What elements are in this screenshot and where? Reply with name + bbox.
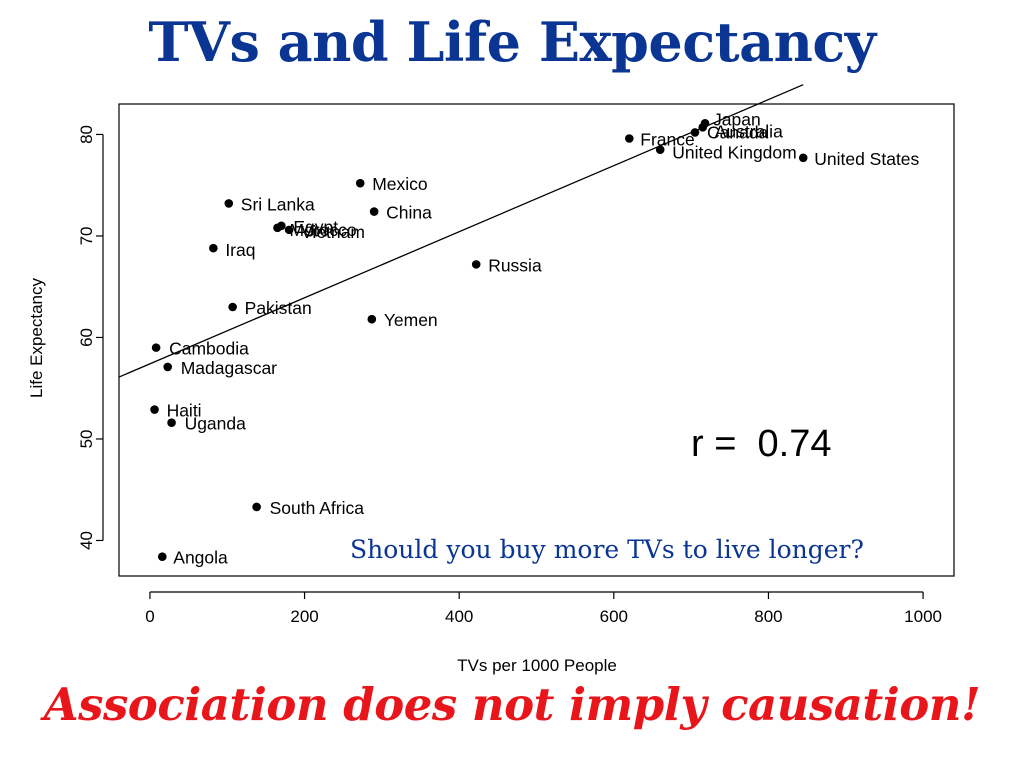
point-label: Mexico (372, 174, 427, 194)
correlation-annotation: r = 0.74 (691, 423, 831, 465)
point-label: Angola (173, 548, 228, 568)
slide-title: TVs and Life Expectancy (148, 10, 876, 74)
point-label: Canada (707, 122, 769, 142)
data-point (273, 223, 282, 233)
point-label: Pakistan (245, 298, 312, 318)
x-axis-label: TVs per 1000 People (457, 656, 617, 675)
data-point (151, 343, 161, 352)
y-tick-label: 70 (77, 226, 96, 245)
data-point (369, 207, 379, 216)
point-label: Egypt (293, 217, 338, 237)
data-point (157, 552, 167, 562)
data-point (798, 153, 808, 163)
point-label: Haiti (167, 401, 202, 421)
point-label: Morocco (289, 220, 356, 240)
data-point (367, 314, 377, 324)
data-point (228, 302, 237, 312)
point-label: France (640, 130, 694, 150)
point-label: Vietnam (301, 222, 365, 242)
point-label: Cambodia (169, 339, 249, 359)
y-tick-label: 40 (77, 531, 96, 550)
x-tick-label: 400 (445, 607, 473, 626)
point-label: Uganda (185, 414, 247, 434)
footer-caption: Association does not imply causation! (43, 678, 981, 731)
regression-line-group (118, 84, 804, 378)
data-point (624, 134, 634, 143)
regression-line (118, 84, 804, 378)
plot-frame (118, 103, 955, 577)
point-label: Yemen (384, 310, 438, 330)
data-point (471, 260, 481, 269)
axes: 0 200 400 600 800 1000 40 50 60 70 80 (77, 125, 942, 626)
data-points (150, 118, 808, 562)
data-point (163, 362, 173, 372)
y-tick-label: 80 (77, 125, 96, 144)
x-tick-label: 200 (290, 607, 318, 626)
data-point (655, 145, 665, 154)
x-tick-label: 800 (754, 607, 782, 626)
data-point (252, 502, 261, 512)
point-label: Australia (715, 121, 783, 141)
point-label: United Kingdom (672, 143, 797, 163)
point-label: Japan (713, 109, 761, 129)
data-point (355, 178, 365, 188)
y-axis-label: Life Expectancy (27, 277, 46, 398)
point-label: Russia (488, 255, 542, 275)
point-label: Madagascar (181, 358, 277, 378)
point-label: South Africa (270, 498, 365, 518)
point-label: Sri Lanka (241, 194, 315, 214)
data-point (209, 243, 218, 253)
x-tick-label: 600 (600, 607, 628, 626)
data-point (698, 123, 708, 132)
x-tick-label: 0 (145, 607, 154, 626)
y-tick-label: 50 (77, 430, 96, 449)
question-annotation: Should you buy more TVs to live longer? (350, 535, 864, 564)
data-point (224, 199, 234, 208)
data-point (150, 405, 159, 414)
y-tick-label: 60 (77, 328, 96, 347)
point-label: Iraq (225, 240, 255, 260)
point-label: United States (814, 149, 919, 169)
data-point (284, 225, 294, 235)
data-point (690, 128, 700, 137)
x-tick-label: 1000 (904, 607, 942, 626)
data-point (167, 418, 176, 428)
point-label: China (386, 203, 432, 223)
